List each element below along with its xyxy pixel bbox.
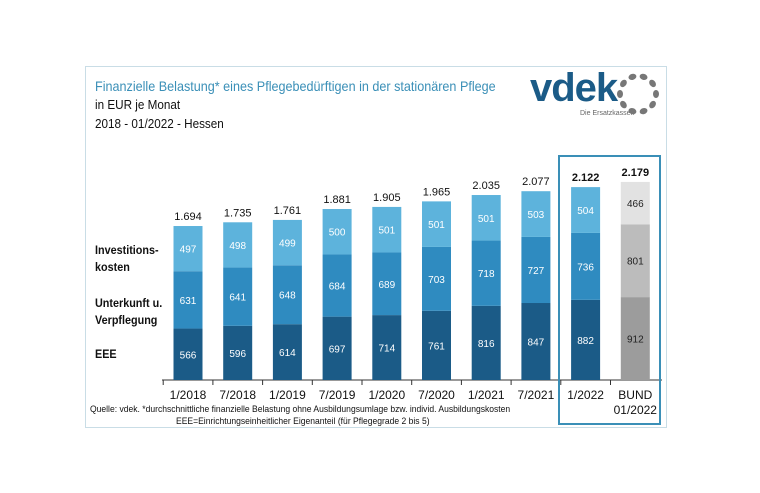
bar-segment (372, 206, 402, 253)
bar-value-label: 503 (528, 210, 545, 221)
bar-value-label: 689 (378, 280, 395, 291)
bar-segment (521, 236, 551, 304)
bar-value-label: 501 (378, 226, 395, 237)
x-tick-label: BUND (618, 388, 652, 402)
bar-value-label: 498 (229, 241, 246, 252)
legend-investitionskosten: Investitions-kosten (95, 243, 159, 274)
bar-segment (471, 305, 501, 380)
bar-value-label: 504 (577, 206, 594, 217)
bar-segment (620, 297, 650, 380)
bar-segment (372, 252, 402, 316)
x-tick-label: 1/2020 (368, 388, 405, 402)
chart-title: Finanzielle Belastung* eines Pflegebedür… (95, 78, 496, 94)
bar-value-label: 684 (329, 282, 346, 293)
bar-segment (471, 195, 501, 241)
bar-segment (422, 246, 451, 311)
bar-value-label: 697 (329, 344, 346, 355)
bar-value-label: 499 (279, 239, 296, 250)
logo-circle-icon (617, 73, 659, 115)
bar-segment (322, 316, 352, 380)
bar-value-label: 718 (478, 269, 495, 280)
x-tick-label: 1/2019 (269, 388, 306, 402)
bar-segment (322, 209, 352, 255)
bar-segment (173, 226, 203, 272)
total-label: 2.122 (572, 172, 600, 184)
bar-value-label: 501 (428, 220, 445, 231)
bar-segment (223, 325, 253, 380)
highlight-box (558, 155, 661, 425)
bar-value-label: 497 (180, 245, 197, 256)
bar-value-label: 648 (279, 291, 296, 302)
bar-value-label: 641 (229, 293, 246, 304)
bar-value-label: 614 (279, 348, 296, 359)
bar-value-label: 631 (180, 296, 197, 307)
bar-segment (272, 324, 302, 380)
bar-segment (223, 222, 253, 268)
bar-value-label: 566 (180, 350, 197, 361)
bar-value-label: 801 (627, 257, 644, 268)
bar-value-label: 912 (627, 335, 644, 346)
bar-segment (521, 191, 551, 237)
bar-value-label: 736 (577, 262, 594, 273)
x-tick-label: 7/2021 (518, 388, 555, 402)
legend-eee: EEE (95, 347, 117, 361)
x-tick-label: 7/2018 (219, 388, 256, 402)
bar-value-label: 847 (528, 338, 545, 349)
bar-value-label: 501 (478, 214, 495, 225)
x-tick-label: 7/2020 (418, 388, 455, 402)
vdek-logo: vdek Die Ersatzkassen (530, 66, 660, 122)
bar-value-label: 882 (577, 336, 594, 347)
x-tick-label: 1/2022 (567, 388, 604, 402)
total-label: 2.077 (522, 176, 550, 188)
x-tick-label: 7/2019 (319, 388, 356, 402)
total-label: 2.179 (622, 167, 650, 179)
bar-value-label: 466 (627, 199, 644, 210)
bar-segment (521, 303, 551, 380)
bar-value-label: 703 (428, 275, 445, 286)
bar-value-label: 500 (329, 228, 346, 239)
bar-segment (471, 240, 501, 306)
bar-segment (272, 219, 302, 266)
bar-segment (422, 310, 451, 380)
bar-value-label: 714 (378, 344, 395, 355)
total-label: 1.735 (224, 207, 252, 219)
bar-value-label: 816 (478, 339, 495, 350)
bar-segment (620, 224, 650, 298)
bar-segment (223, 267, 253, 326)
bar-value-label: 596 (229, 349, 246, 360)
total-label: 1.694 (174, 211, 202, 223)
chart-period: 2018 - 01/2022 - Hessen (95, 116, 224, 131)
x-tick-label: 1/2018 (170, 388, 207, 402)
bar-segment (571, 299, 601, 380)
total-label: 2.035 (472, 180, 500, 192)
bar-segment (322, 254, 352, 317)
bar-segment (272, 265, 302, 325)
chart-subtitle: in EUR je Monat (95, 97, 181, 112)
x-tick-label: 1/2021 (468, 388, 505, 402)
bar-value-label: 727 (528, 266, 545, 277)
bar-segment (173, 271, 203, 329)
total-label: 1.965 (423, 186, 451, 198)
total-label: 1.761 (274, 205, 302, 217)
bar-segment (372, 315, 402, 380)
source-note: Quelle: vdek. *durchschnittliche finanzi… (90, 404, 511, 415)
bar-segment (620, 181, 650, 225)
bar-segment (422, 201, 451, 247)
x-tick-label: 01/2022 (614, 403, 658, 417)
bar-value-label: 761 (428, 341, 445, 352)
bar-segment (571, 187, 601, 233)
total-label: 1.905 (373, 192, 401, 204)
chart-frame (85, 66, 667, 428)
bar-segment (173, 328, 203, 380)
total-label: 1.881 (323, 194, 351, 206)
eee-note: EEE=Einrichtungseinheitlicher Eigenantei… (176, 416, 430, 427)
bar-segment (571, 232, 601, 300)
legend-unterkunft: Unterkunft u. Verpflegung (95, 296, 163, 327)
